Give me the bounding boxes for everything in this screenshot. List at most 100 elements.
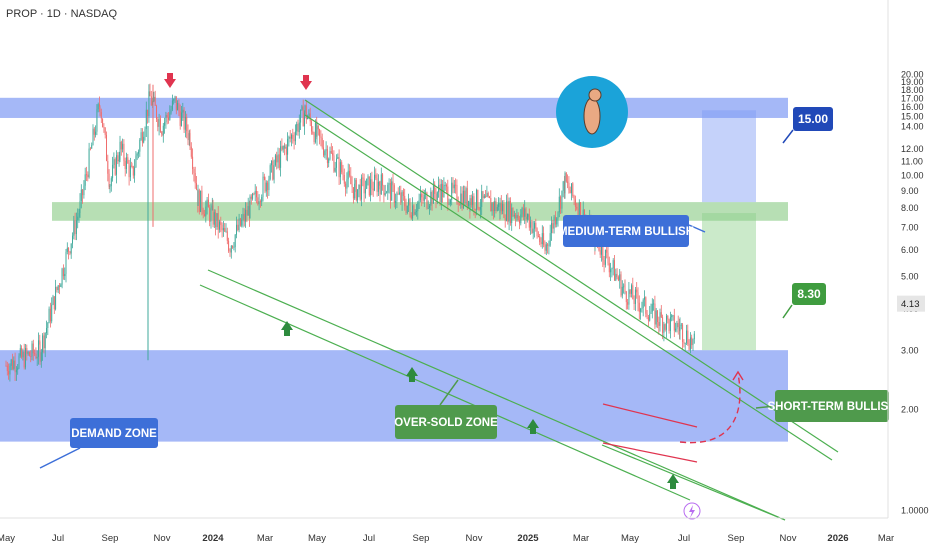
candle-body [136, 153, 138, 156]
candle-body [680, 324, 682, 326]
candle-body [254, 190, 256, 195]
candle-body [375, 174, 377, 179]
candle-body [567, 181, 569, 183]
candle-body [370, 179, 372, 196]
candle-body [693, 333, 695, 340]
candle-body [380, 174, 382, 195]
candle-body [418, 200, 420, 203]
candle-body [391, 181, 393, 201]
candle-body [358, 184, 360, 190]
candle-body [59, 285, 60, 288]
candle-body [106, 134, 107, 161]
candle-body [109, 186, 111, 187]
candle-body [453, 184, 455, 189]
candle-body [647, 317, 649, 321]
candle-body [242, 213, 244, 220]
candle-body [62, 268, 64, 277]
trendline-4 [199, 284, 691, 501]
candle-body [541, 233, 543, 245]
candle-body [509, 200, 511, 224]
candle-body [131, 166, 133, 167]
candle-body [220, 221, 222, 225]
candle-body [207, 199, 209, 208]
candle-body [38, 340, 39, 357]
candle-body [662, 317, 664, 333]
candle-body [633, 299, 635, 304]
candle-body [237, 224, 239, 231]
candle-body [543, 233, 545, 245]
candle-body [127, 157, 129, 164]
candle-body [23, 351, 25, 368]
trendline-3 [207, 269, 786, 521]
candle-body [262, 176, 264, 198]
candle-body [440, 183, 442, 203]
candle-body [483, 195, 485, 199]
candle-body [329, 151, 331, 159]
y-tick-label: 12.00 [901, 144, 924, 154]
candle-body [362, 177, 364, 179]
candle-body [143, 136, 145, 143]
candle-body [577, 208, 579, 219]
candle-body [376, 178, 378, 192]
candle-body [264, 177, 266, 192]
candle-body [165, 114, 167, 123]
candle-body [300, 109, 302, 123]
candle-body [517, 215, 519, 221]
candle-body [219, 221, 220, 230]
candle-body [236, 224, 237, 235]
zone-1 [0, 97, 788, 118]
candle-body [119, 141, 121, 160]
candle-body [522, 207, 524, 217]
candle-body [99, 106, 101, 113]
candle-body [122, 143, 124, 150]
annotation-text: 15.00 [798, 112, 828, 126]
candle-body [561, 190, 563, 209]
candle-body [676, 322, 678, 329]
candle-body [580, 202, 582, 222]
lightning-bolt [689, 505, 695, 518]
candle-body [568, 182, 570, 190]
candle-body [150, 96, 152, 106]
annotation-short-term-bullish: SHORT-TERM BULLISH [755, 390, 897, 422]
candle-body [253, 193, 255, 195]
annotation-box [395, 405, 497, 439]
candle-body [201, 190, 203, 210]
candle-body [258, 201, 260, 205]
candle-body [423, 194, 425, 201]
candle-body [184, 117, 186, 130]
candle-body [400, 192, 402, 203]
candle-body [485, 195, 487, 198]
candle-body [528, 214, 530, 228]
candle-body [166, 114, 168, 118]
candle-body [436, 192, 438, 200]
annotation-text: 8.30 [797, 287, 821, 301]
candle-body [92, 128, 94, 146]
candle-body [99, 104, 100, 107]
candle-body [292, 134, 294, 139]
candle-body [209, 207, 211, 222]
projection-arrowhead [732, 370, 744, 381]
candle-body [430, 191, 432, 206]
candle-body [100, 112, 102, 119]
y-tick-label: 14.00 [901, 122, 924, 132]
meerkat-body [583, 97, 601, 135]
x-tick-label: 2024 [202, 533, 224, 544]
annotation-text: DEMAND ZONE [71, 428, 157, 440]
candle-body [52, 296, 54, 305]
candle-body [551, 223, 552, 234]
candle-body [612, 260, 614, 269]
candle-body [48, 308, 50, 324]
candle-body [177, 103, 179, 111]
candle-body [607, 252, 609, 264]
candle-body [285, 146, 287, 155]
candle-body [42, 335, 44, 353]
candle-body [276, 155, 278, 163]
candle-body [490, 198, 492, 212]
candle-body [134, 167, 136, 176]
annotation-15-00: 15.00 [782, 107, 833, 144]
candle-body [22, 351, 24, 358]
candle-body [189, 133, 191, 147]
candle-body [677, 322, 679, 327]
